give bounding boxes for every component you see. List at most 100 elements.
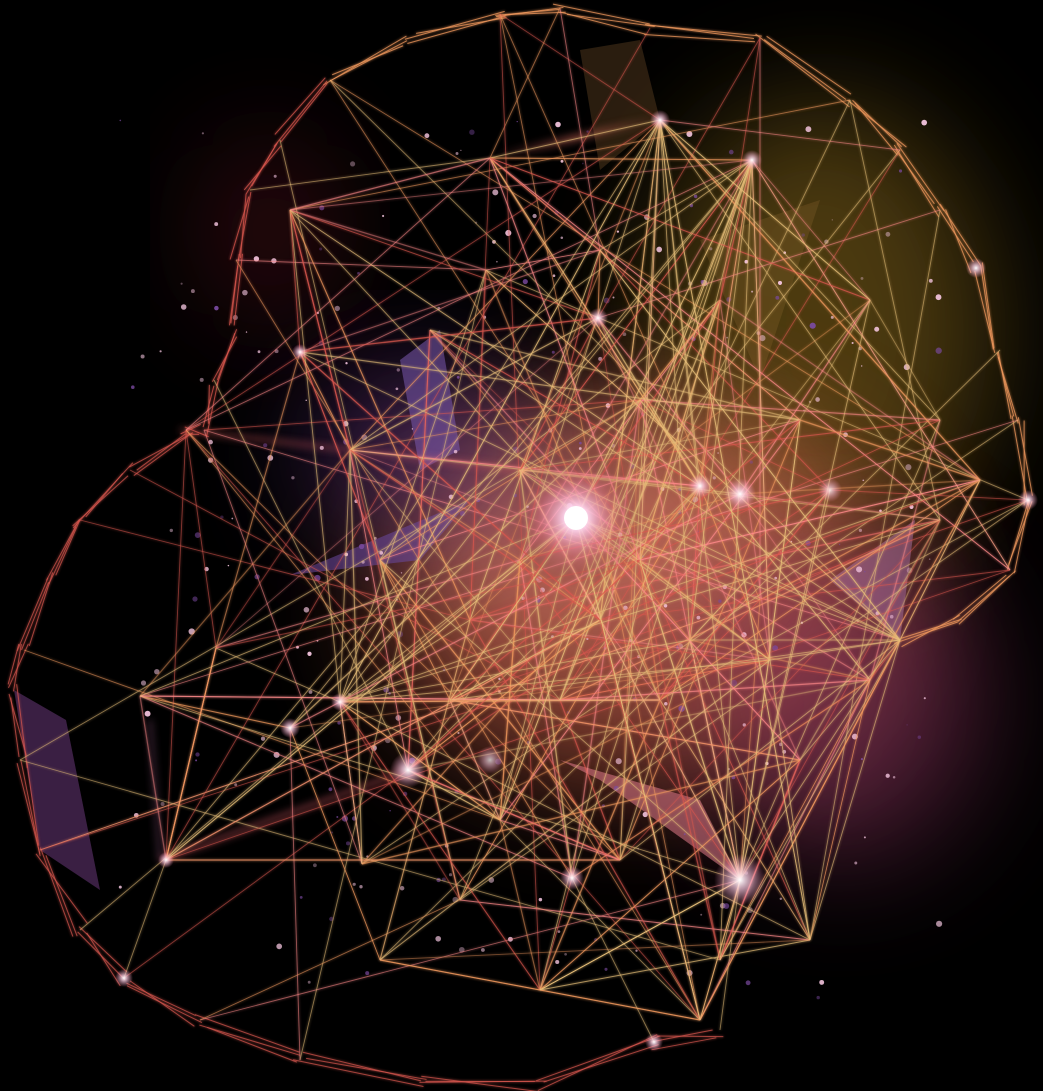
wire-segment	[330, 40, 408, 82]
wire-segment	[519, 159, 753, 471]
wire-segment	[16, 577, 49, 652]
wire-segment	[339, 449, 351, 703]
wire-segment	[233, 253, 243, 326]
wire-segment	[469, 269, 487, 621]
wire-segment	[575, 517, 701, 1021]
bright-node	[742, 150, 762, 170]
wire-segment	[1013, 499, 1031, 574]
wire-segment	[26, 761, 40, 846]
wire-segment	[809, 679, 871, 941]
particle	[192, 596, 198, 602]
wire-segment	[699, 485, 771, 661]
wire-segment	[599, 249, 831, 491]
wire-segment	[289, 159, 753, 211]
wire-segment	[539, 877, 573, 991]
wire-segment	[339, 119, 661, 703]
wire-segment	[194, 1014, 300, 1053]
node-layer	[115, 110, 1038, 1051]
wire-segment	[619, 519, 941, 861]
wire-segment	[203, 429, 363, 865]
wire-segment	[644, 33, 756, 43]
wire-segment	[16, 763, 41, 855]
wire-segment	[699, 639, 901, 1021]
particle	[856, 566, 863, 573]
wire-segment	[299, 269, 487, 1061]
wire-segment	[974, 271, 996, 354]
particle	[352, 882, 356, 886]
particle	[242, 289, 248, 296]
wire-segment	[185, 119, 661, 431]
wire-segment	[1011, 415, 1029, 506]
particle	[455, 152, 459, 155]
wire-segment	[489, 157, 641, 401]
wire-segment	[597, 249, 601, 319]
particle	[712, 476, 716, 480]
particle	[350, 161, 356, 167]
particle	[928, 278, 933, 283]
particle	[496, 260, 498, 263]
particle	[935, 294, 942, 301]
particle	[492, 240, 496, 244]
core-star-center	[564, 506, 588, 530]
wire-segment	[339, 269, 487, 703]
wire-segment	[852, 99, 902, 148]
wire-segment	[499, 819, 541, 991]
particle	[231, 517, 234, 520]
wire-segment	[8, 693, 27, 757]
wire-segment	[739, 679, 871, 881]
wire-segment	[639, 119, 661, 561]
wire-segment	[165, 27, 651, 861]
particle	[815, 397, 820, 402]
wire-segment	[936, 206, 974, 263]
wire-segment	[379, 559, 451, 701]
particle	[389, 810, 391, 812]
wire-segment	[339, 699, 661, 703]
particle	[717, 452, 719, 454]
particle	[118, 885, 122, 889]
particle	[180, 282, 183, 285]
wire-segment	[379, 559, 621, 861]
particle	[424, 133, 430, 139]
wire-segment	[639, 299, 721, 561]
particle	[308, 690, 313, 694]
wire-segment	[829, 489, 1029, 501]
particle	[505, 229, 512, 237]
wire-segment	[289, 209, 599, 319]
particle	[385, 737, 391, 744]
wire-segment	[651, 1037, 717, 1051]
wire-segment	[543, 1044, 659, 1083]
wire-segment	[739, 519, 941, 881]
wire-segment	[339, 469, 521, 703]
wire-segment	[699, 679, 871, 1021]
wire-segment	[755, 33, 850, 108]
wire-segment	[769, 659, 811, 941]
particle	[885, 231, 891, 237]
wire-segment	[499, 819, 621, 861]
wire-segment	[559, 149, 901, 701]
particle	[516, 120, 518, 123]
wire-segment	[302, 1051, 422, 1082]
particle	[860, 758, 863, 761]
particle	[622, 332, 627, 337]
wire-segment	[306, 1057, 427, 1080]
bright-node	[724, 478, 756, 510]
wire-segment	[28, 572, 54, 647]
wire-segment	[349, 159, 753, 451]
wire-segment	[893, 144, 940, 218]
wire-segment	[739, 419, 941, 881]
particle	[195, 759, 198, 762]
particle	[481, 948, 485, 952]
wire-segment	[421, 1075, 538, 1091]
wire-segment	[1008, 501, 1033, 565]
particle	[581, 162, 584, 165]
particle	[742, 723, 746, 727]
wire-segment	[499, 13, 661, 121]
particle	[154, 669, 160, 675]
wireframe-layer	[7, 3, 1033, 1091]
particle	[824, 239, 829, 244]
particle	[208, 439, 213, 445]
wire-segment	[939, 203, 982, 266]
wire-segment	[123, 769, 409, 979]
wire-segment	[485, 269, 901, 641]
wire-segment	[203, 399, 641, 431]
